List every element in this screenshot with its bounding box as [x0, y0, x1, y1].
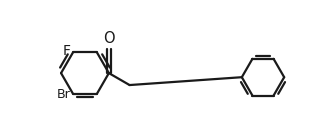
Text: O: O — [103, 31, 115, 46]
Text: F: F — [62, 44, 70, 58]
Text: Br: Br — [56, 88, 70, 101]
